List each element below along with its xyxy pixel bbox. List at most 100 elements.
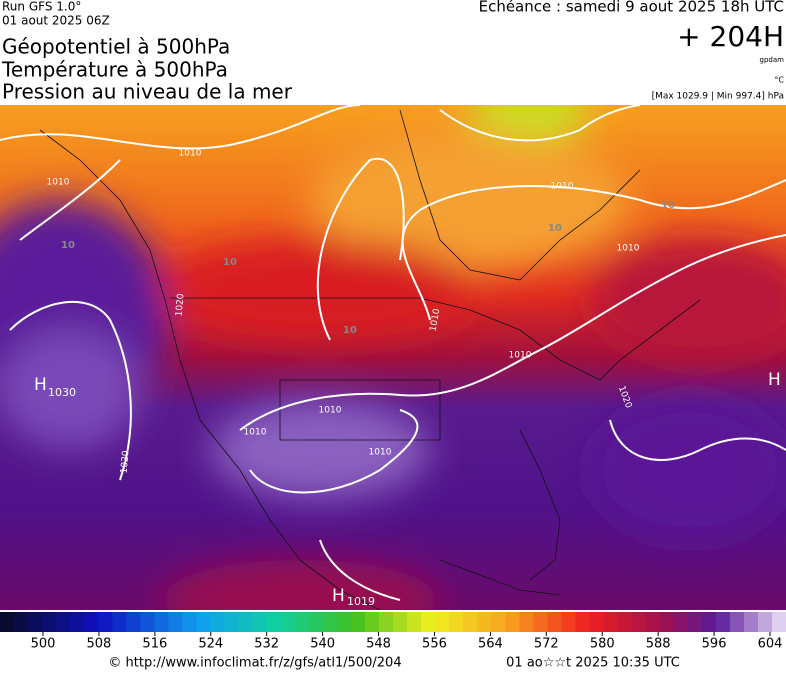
- color-swatch: [0, 612, 15, 632]
- unit: gpdam: [760, 56, 785, 64]
- color-swatch: [168, 612, 183, 632]
- color-swatch: [575, 612, 590, 632]
- color-swatch: [603, 612, 619, 632]
- source: © http://www.infoclimat.fr/z/gfs/atl1/50…: [108, 656, 401, 671]
- color-swatch: [154, 612, 169, 632]
- lead-time: + 204H: [677, 20, 784, 53]
- color-swatch: [449, 612, 464, 632]
- isotherm-label: 10: [223, 257, 237, 268]
- isobar-label: 1010: [369, 448, 392, 458]
- color-swatch: [308, 612, 324, 632]
- colorbar-label: 524: [198, 637, 223, 652]
- color-swatch: [561, 612, 576, 632]
- color-swatch: [463, 612, 478, 632]
- isobar-label: 1010: [509, 351, 532, 361]
- isobars: [0, 105, 786, 601]
- color-swatch: [687, 612, 703, 632]
- unit: °C: [774, 76, 784, 85]
- colorbar-label: 508: [87, 637, 112, 652]
- isobar-label: 1020: [120, 450, 132, 474]
- colorbar-label: 604: [758, 637, 783, 652]
- isobar-label: 1010: [319, 406, 342, 416]
- color-swatch: [112, 612, 127, 632]
- color-swatch: [280, 612, 296, 632]
- high-symbol: H: [768, 370, 781, 390]
- isobar-label: 1010: [244, 428, 267, 438]
- isobar-label: 1010: [47, 178, 70, 188]
- color-swatch: [14, 612, 29, 632]
- title: Température à 500hPa: [1, 58, 228, 82]
- color-swatch: [631, 612, 647, 632]
- color-swatch: [336, 612, 352, 632]
- colorbar-label: 564: [478, 637, 503, 652]
- isotherm-label: 10: [61, 240, 75, 251]
- color-swatch: [673, 612, 689, 632]
- colorbar-label: 596: [702, 637, 727, 652]
- color-swatch: [42, 612, 57, 632]
- color-swatch: [519, 612, 534, 632]
- color-swatch: [435, 612, 450, 632]
- isobar-label: 1010: [551, 182, 574, 192]
- color-swatch: [322, 612, 338, 632]
- color-swatch: [196, 612, 212, 632]
- color-swatch: [238, 612, 254, 632]
- isobar-label: 1010: [617, 244, 640, 254]
- color-swatch: [364, 612, 380, 632]
- colorbar-label: 588: [646, 637, 671, 652]
- isotherm-label: 10: [548, 223, 562, 234]
- color-swatch: [98, 612, 113, 632]
- color-swatch: [224, 612, 240, 632]
- high-value: 1030: [48, 386, 76, 399]
- color-swatch: [350, 612, 366, 632]
- colorbar-label: 548: [366, 637, 391, 652]
- color-swatch: [126, 612, 141, 632]
- color-swatch: [505, 612, 520, 632]
- isotherm-label: 10: [343, 325, 357, 336]
- title: Pression au niveau de la mer: [2, 80, 293, 104]
- generated: 01 ao☆☆t 2025 10:35 UTC: [506, 656, 680, 671]
- color-swatch: [84, 612, 99, 632]
- colorbar-label: 556: [422, 637, 447, 652]
- color-swatch: [378, 612, 394, 632]
- pressure-range: [Max 1029.9 | Min 997.4] hPa: [652, 92, 784, 102]
- high-symbol: H: [34, 375, 47, 395]
- colorbar-label: 540: [310, 637, 335, 652]
- color-swatch: [407, 612, 422, 632]
- color-swatch: [771, 612, 786, 632]
- forecast: Echéance : samedi 9 aout 2025 18h UTC: [479, 0, 784, 16]
- color-swatch: [70, 612, 85, 632]
- map: 1010 1010 1010 1010 1010 1010 1020 1010 …: [0, 105, 786, 610]
- color-swatch: [28, 612, 43, 632]
- color-swatch: [743, 612, 759, 632]
- high-value: 1019: [347, 595, 375, 608]
- color-swatch: [645, 612, 661, 632]
- color-swatch: [477, 612, 492, 632]
- color-swatch: [617, 612, 633, 632]
- color-swatch: [547, 612, 562, 632]
- color-swatch: [393, 612, 408, 632]
- colorbar-label: 516: [142, 637, 167, 652]
- color-swatch: [533, 612, 548, 632]
- isobar-label: 1020: [175, 293, 187, 317]
- color-swatch: [729, 612, 745, 632]
- color-swatch: [757, 612, 773, 632]
- color-swatch: [210, 612, 226, 632]
- high-symbol: H: [332, 586, 345, 606]
- color-swatch: [182, 612, 197, 632]
- colorbar: 500 508 516 524 532 540 548 556 564 572 580 588 596 6…: [0, 612, 786, 652]
- run: Run GFS 1.0°: [2, 0, 81, 14]
- colorbar-label: 532: [254, 637, 279, 652]
- color-swatch: [589, 612, 605, 632]
- color-swatch: [294, 612, 310, 632]
- color-swatch: [491, 612, 506, 632]
- color-swatch: [266, 612, 282, 632]
- color-swatch: [140, 612, 155, 632]
- run-date: 01 aout 2025 06Z: [2, 14, 110, 28]
- color-swatch: [659, 612, 675, 632]
- colorbar-label: 500: [31, 637, 56, 652]
- coastlines: [39, 109, 701, 610]
- color-swatch: [701, 612, 717, 632]
